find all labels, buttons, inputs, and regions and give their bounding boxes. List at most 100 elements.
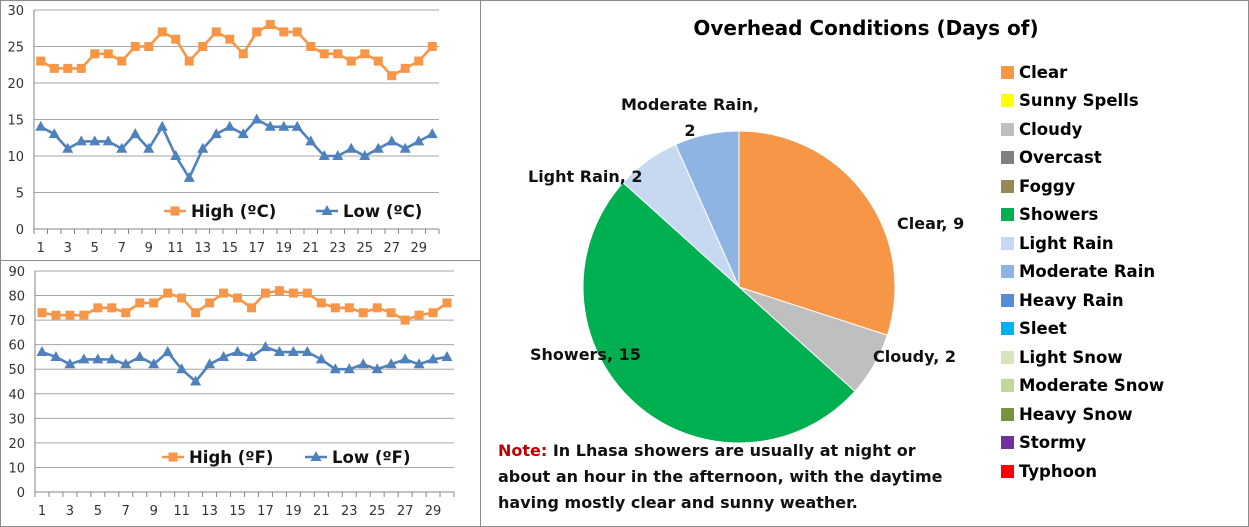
data-point: [63, 63, 73, 73]
note-text: Note: In Lhasa showers are usually at ni…: [498, 438, 968, 516]
legend-label: Showers: [1019, 205, 1099, 225]
legend-label: Low (ºC): [343, 202, 422, 221]
data-point: [372, 303, 382, 313]
data-point: [238, 49, 248, 59]
legend-label: Light Snow: [1019, 347, 1123, 367]
legend-swatch: [1001, 65, 1014, 79]
legend-item: Typhoon: [1001, 457, 1164, 486]
data-point: [65, 310, 75, 320]
pie-slice-showers: [582, 181, 856, 444]
data-point: [264, 120, 276, 131]
y-tick-label: 20: [8, 437, 25, 452]
legend-swatch: [1001, 350, 1014, 364]
legend-swatch: [1001, 236, 1014, 250]
data-point: [373, 56, 383, 66]
y-tick-label: 15: [7, 114, 24, 129]
y-tick-label: 90: [8, 265, 25, 280]
legend-swatch: [1001, 379, 1014, 393]
data-point: [442, 298, 452, 308]
y-tick-label: 10: [7, 150, 24, 165]
data-point: [48, 128, 60, 139]
data-point: [301, 346, 313, 357]
x-tick-label: 21: [302, 241, 319, 256]
data-point: [75, 135, 87, 146]
data-point: [385, 358, 397, 369]
legend-item: Light Snow: [1001, 343, 1164, 372]
legend-marker: [168, 452, 178, 462]
data-point: [260, 288, 270, 298]
legend-label: Overcast: [1019, 148, 1102, 168]
data-point: [218, 350, 230, 361]
data-point: [116, 142, 128, 153]
data-point: [224, 120, 236, 131]
data-point: [211, 27, 221, 37]
data-point: [399, 353, 411, 364]
data-point: [400, 315, 410, 325]
x-tick-label: 3: [64, 241, 72, 256]
y-tick-label: 10: [8, 461, 25, 476]
legend-label: Heavy Snow: [1019, 404, 1133, 424]
x-tick-label: 7: [122, 504, 130, 519]
data-point: [183, 171, 195, 182]
data-point: [413, 135, 425, 146]
legend-marker: [310, 451, 322, 461]
pie-data-label: Clear, 9: [897, 214, 964, 233]
data-point: [413, 358, 425, 369]
data-point: [64, 358, 76, 369]
data-point: [273, 346, 285, 357]
data-point: [171, 34, 181, 44]
data-point: [51, 310, 61, 320]
x-tick-label: 23: [341, 504, 358, 519]
data-point: [162, 346, 174, 357]
data-point: [49, 63, 59, 73]
y-tick-label: 5: [16, 187, 24, 202]
legend-label: Sleet: [1019, 319, 1067, 339]
data-point: [190, 375, 202, 386]
data-point: [441, 350, 453, 361]
data-point: [333, 49, 343, 59]
data-point: [79, 310, 89, 320]
legend-label: Light Rain: [1019, 233, 1114, 253]
data-point: [414, 56, 424, 66]
data-point: [279, 27, 289, 37]
note-label: Note:: [498, 441, 548, 460]
legend-swatch: [1001, 436, 1014, 450]
x-tick-label: 17: [248, 241, 265, 256]
data-point: [37, 308, 47, 318]
data-point: [237, 128, 249, 139]
x-tick-label: 29: [425, 504, 442, 519]
data-point: [287, 346, 299, 357]
data-point: [143, 142, 155, 153]
data-point: [176, 363, 188, 374]
data-point: [36, 56, 46, 66]
data-point: [330, 303, 340, 313]
data-point: [198, 42, 208, 51]
data-point: [157, 27, 167, 37]
data-point: [426, 128, 438, 139]
pie-legend: Clear Sunny Spells Cloudy Overcast Foggy Show…: [1001, 58, 1164, 486]
data-point: [372, 142, 384, 153]
series-line-high: [40, 23, 434, 78]
x-tick-label: 29: [410, 241, 427, 256]
legend-item: Heavy Snow: [1001, 400, 1164, 429]
legend-label: Cloudy: [1019, 119, 1083, 139]
data-point: [427, 42, 437, 51]
data-point: [36, 346, 48, 357]
data-point: [371, 363, 383, 374]
legend-label: Typhoon: [1019, 461, 1098, 481]
x-tick-label: 1: [37, 241, 45, 256]
data-point: [78, 353, 90, 364]
y-tick-label: 40: [8, 388, 25, 403]
data-point: [428, 308, 438, 318]
legend-marker: [321, 205, 333, 215]
pie-data-label: Light Rain, 2: [528, 167, 643, 186]
data-point: [50, 350, 62, 361]
data-point: [184, 56, 194, 66]
x-tick-label: 13: [194, 241, 211, 256]
data-point: [278, 120, 290, 131]
data-point: [117, 56, 127, 66]
data-point: [427, 353, 439, 364]
legend-label: Moderate Rain: [1019, 262, 1156, 282]
y-tick-label: 30: [7, 4, 24, 19]
